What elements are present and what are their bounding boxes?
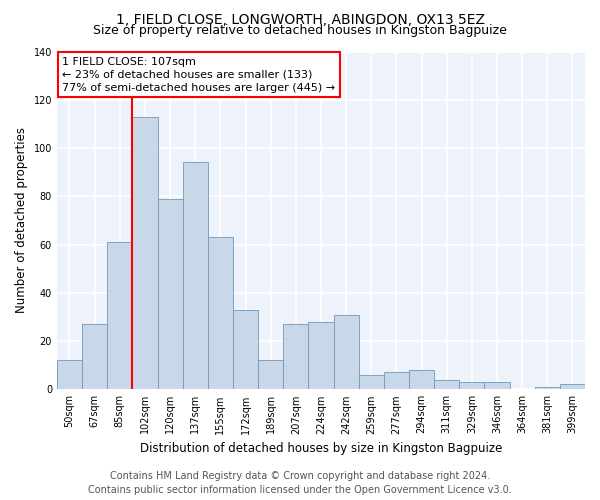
- X-axis label: Distribution of detached houses by size in Kingston Bagpuize: Distribution of detached houses by size …: [140, 442, 502, 455]
- Bar: [459, 382, 484, 390]
- Bar: [82, 324, 107, 390]
- Text: 1, FIELD CLOSE, LONGWORTH, ABINGDON, OX13 5EZ: 1, FIELD CLOSE, LONGWORTH, ABINGDON, OX1…: [115, 12, 485, 26]
- Bar: [334, 314, 359, 390]
- Bar: [560, 384, 585, 390]
- Bar: [359, 375, 384, 390]
- Bar: [384, 372, 409, 390]
- Bar: [434, 380, 459, 390]
- Bar: [208, 238, 233, 390]
- Bar: [409, 370, 434, 390]
- Bar: [308, 322, 334, 390]
- Text: 1 FIELD CLOSE: 107sqm
← 23% of detached houses are smaller (133)
77% of semi-det: 1 FIELD CLOSE: 107sqm ← 23% of detached …: [62, 56, 335, 93]
- Bar: [158, 198, 182, 390]
- Bar: [57, 360, 82, 390]
- Bar: [283, 324, 308, 390]
- Text: Size of property relative to detached houses in Kingston Bagpuize: Size of property relative to detached ho…: [93, 24, 507, 37]
- Bar: [484, 382, 509, 390]
- Y-axis label: Number of detached properties: Number of detached properties: [15, 128, 28, 314]
- Bar: [182, 162, 208, 390]
- Text: Contains HM Land Registry data © Crown copyright and database right 2024.
Contai: Contains HM Land Registry data © Crown c…: [88, 471, 512, 495]
- Bar: [233, 310, 258, 390]
- Bar: [107, 242, 133, 390]
- Bar: [258, 360, 283, 390]
- Bar: [535, 387, 560, 390]
- Bar: [133, 116, 158, 390]
